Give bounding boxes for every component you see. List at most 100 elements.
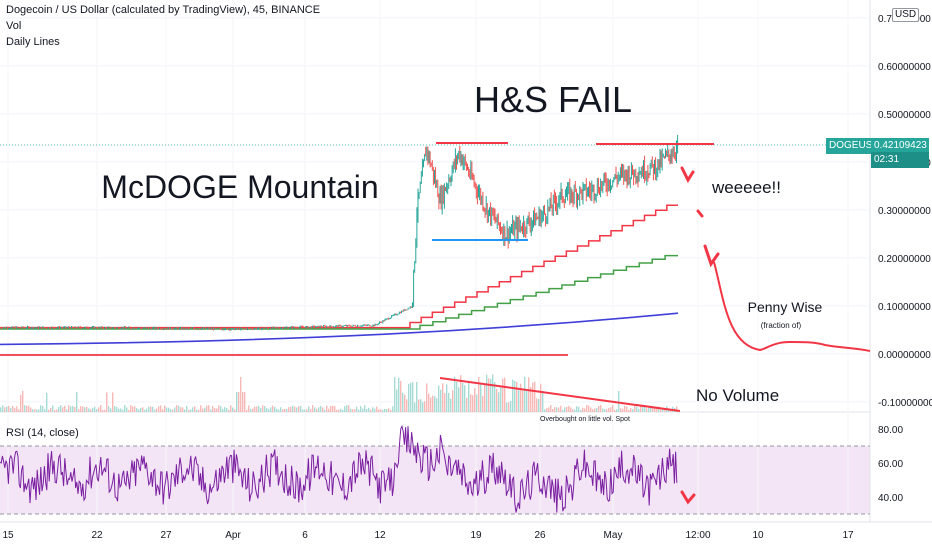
- volume-bar: [50, 408, 52, 412]
- volume-bar: [260, 407, 262, 412]
- volume-bar: [164, 405, 166, 412]
- countdown-badge: 02:31: [871, 152, 929, 168]
- volume-bar: [216, 408, 218, 412]
- volume-bar: [584, 408, 586, 412]
- volume-bar: [2, 405, 4, 412]
- volume-bar: [168, 407, 170, 412]
- price-axis[interactable]: -0.10000000 0.00000000 0.10000000 0.2000000…: [878, 14, 932, 504]
- volume-bar: [258, 405, 260, 412]
- blue-line: [0, 312, 679, 346]
- volume-bar: [470, 394, 472, 412]
- rsi-tick-label: 40.00: [878, 493, 903, 504]
- volume-bar: [62, 407, 64, 412]
- volume-bar: [332, 405, 334, 412]
- volume-bar: [288, 407, 290, 412]
- volume-bar: [624, 405, 626, 412]
- volume-bar: [594, 408, 596, 412]
- rsi-indicator-label[interactable]: RSI (14, close): [6, 427, 79, 439]
- volume-bar: [304, 409, 306, 412]
- volume-bar: [404, 394, 406, 412]
- volume-bar: [326, 405, 328, 412]
- volume-bar: [360, 405, 362, 412]
- volume-bar: [6, 406, 8, 412]
- volume-bar: [214, 408, 216, 412]
- volume-bar: [208, 405, 210, 412]
- volume-bar: [140, 408, 142, 412]
- volume-bar: [118, 408, 120, 412]
- volume-bar: [604, 408, 606, 412]
- volume-bar: [314, 407, 316, 412]
- volume-bar: [172, 409, 174, 412]
- volume-bar: [550, 405, 552, 412]
- volume-bar: [158, 406, 160, 412]
- daily-lines-label[interactable]: Daily Lines: [6, 36, 60, 48]
- time-axis[interactable]: 15 22 27 Apr 6 12 19 26 May 12:00 10 17: [2, 530, 854, 541]
- volume-bar: [210, 409, 212, 412]
- volume-bar: [152, 406, 154, 412]
- volume-bar: [640, 405, 642, 412]
- volume-bar: [54, 409, 56, 412]
- volume-bar: [520, 383, 522, 412]
- volume-bar: [570, 407, 572, 412]
- volume-bar: [136, 408, 138, 412]
- volume-bar: [316, 408, 318, 412]
- volume-bar: [436, 398, 438, 412]
- volume-bar: [16, 406, 18, 412]
- volume-bar: [352, 409, 354, 412]
- volume-bar: [626, 406, 628, 412]
- currency-badge[interactable]: USD: [892, 8, 920, 22]
- vol-indicator-label[interactable]: Vol: [6, 20, 22, 32]
- price-pane[interactable]: [0, 0, 870, 412]
- volume-bar: [144, 409, 146, 412]
- volume-bar: [542, 390, 544, 412]
- volume-bar: [162, 409, 164, 412]
- volume-bar: [20, 394, 22, 412]
- volume-bar: [450, 398, 452, 412]
- penny-sub-annotation: (fraction of): [761, 321, 802, 330]
- volume-bar: [442, 383, 444, 412]
- volume-bar: [146, 408, 148, 412]
- volume-bar: [80, 406, 82, 412]
- volume-bar: [522, 390, 524, 412]
- volume-bar: [496, 388, 498, 412]
- time-tick-label: 6: [302, 530, 308, 541]
- volume-bar: [418, 399, 420, 412]
- volume-bar: [634, 405, 636, 412]
- volume-bar: [590, 407, 592, 412]
- volume-bar: [484, 383, 486, 412]
- volume-bar: [66, 409, 68, 412]
- time-tick-label: 19: [470, 530, 482, 541]
- volume-bar: [406, 399, 408, 412]
- time-tick-label: 26: [534, 530, 546, 541]
- volume-bar: [482, 395, 484, 412]
- volume-bar: [532, 382, 534, 412]
- volume-bar: [334, 406, 336, 412]
- volume-bar: [414, 402, 416, 412]
- volume-bar: [124, 405, 126, 412]
- volume-bar: [610, 407, 612, 412]
- volume-bar: [650, 406, 652, 412]
- volume-bar: [328, 408, 330, 412]
- volume-bar: [552, 409, 554, 412]
- volume-bar: [26, 405, 28, 412]
- volume-bar: [180, 407, 182, 412]
- volume-bar: [200, 405, 202, 412]
- volume-bar: [344, 406, 346, 412]
- volume-bar: [176, 405, 178, 412]
- volume-bar: [370, 409, 372, 412]
- chart-title[interactable]: Dogecoin / US Dollar (calculated by Trad…: [6, 4, 321, 16]
- volume-bar: [574, 409, 576, 412]
- volume-bar: [676, 406, 678, 412]
- volume-bar: [380, 409, 382, 412]
- volume-bar: [286, 408, 288, 412]
- volume-bar: [480, 382, 482, 412]
- volume-bar: [74, 406, 76, 412]
- volume-bar: [364, 405, 366, 412]
- volume-bar: [444, 393, 446, 412]
- volume-bar: [312, 405, 314, 412]
- volume-bar: [612, 405, 614, 412]
- volume-bar: [248, 405, 250, 412]
- overbought-annotation: Overbought on little vol. Spot: [540, 416, 630, 423]
- volume-bar: [90, 409, 92, 412]
